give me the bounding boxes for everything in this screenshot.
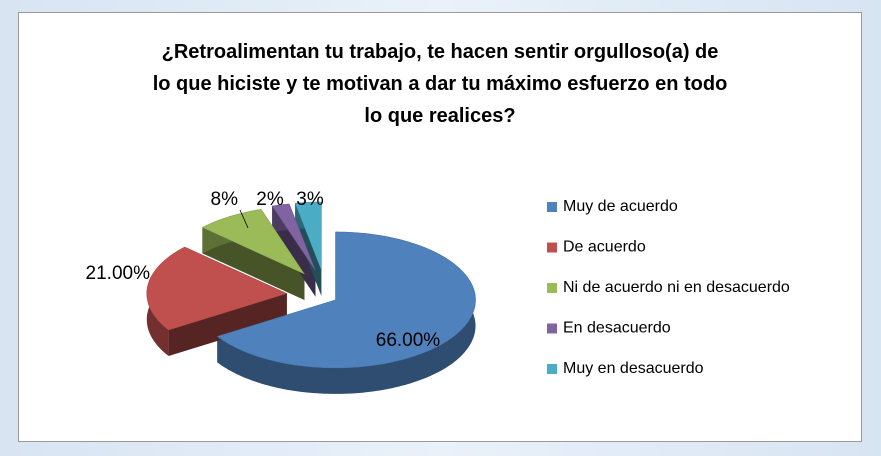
slice <box>271 203 316 271</box>
chart-title: ¿Retroalimentan tu trabajo, te hacen sen… <box>152 41 728 127</box>
legend-swatch <box>547 323 557 334</box>
data-label: 3% <box>296 189 324 210</box>
legend-label: Ni de acuerdo ni en desacuerdo <box>563 279 790 296</box>
legend-label: En desacuerdo <box>563 320 671 337</box>
data-label: 8% <box>211 189 239 210</box>
leader-line <box>239 209 249 229</box>
slice-wall <box>168 293 287 356</box>
slice <box>146 246 288 331</box>
data-label: 2% <box>256 189 284 210</box>
slice <box>294 201 322 271</box>
legend-label: Muy en desacuerdo <box>563 360 704 377</box>
data-label: 66.00% <box>376 330 441 351</box>
legend-swatch <box>547 202 557 212</box>
legend-swatch <box>547 283 557 293</box>
legend-label: Muy de acuerdo <box>563 198 678 215</box>
legend-swatch <box>547 242 557 253</box>
slice <box>216 231 476 369</box>
data-label: 21.00% <box>86 263 151 284</box>
slice <box>201 209 306 275</box>
legend-swatch <box>547 364 557 374</box>
slice-wall <box>202 227 305 300</box>
legend-label: De acuerdo <box>563 239 646 256</box>
